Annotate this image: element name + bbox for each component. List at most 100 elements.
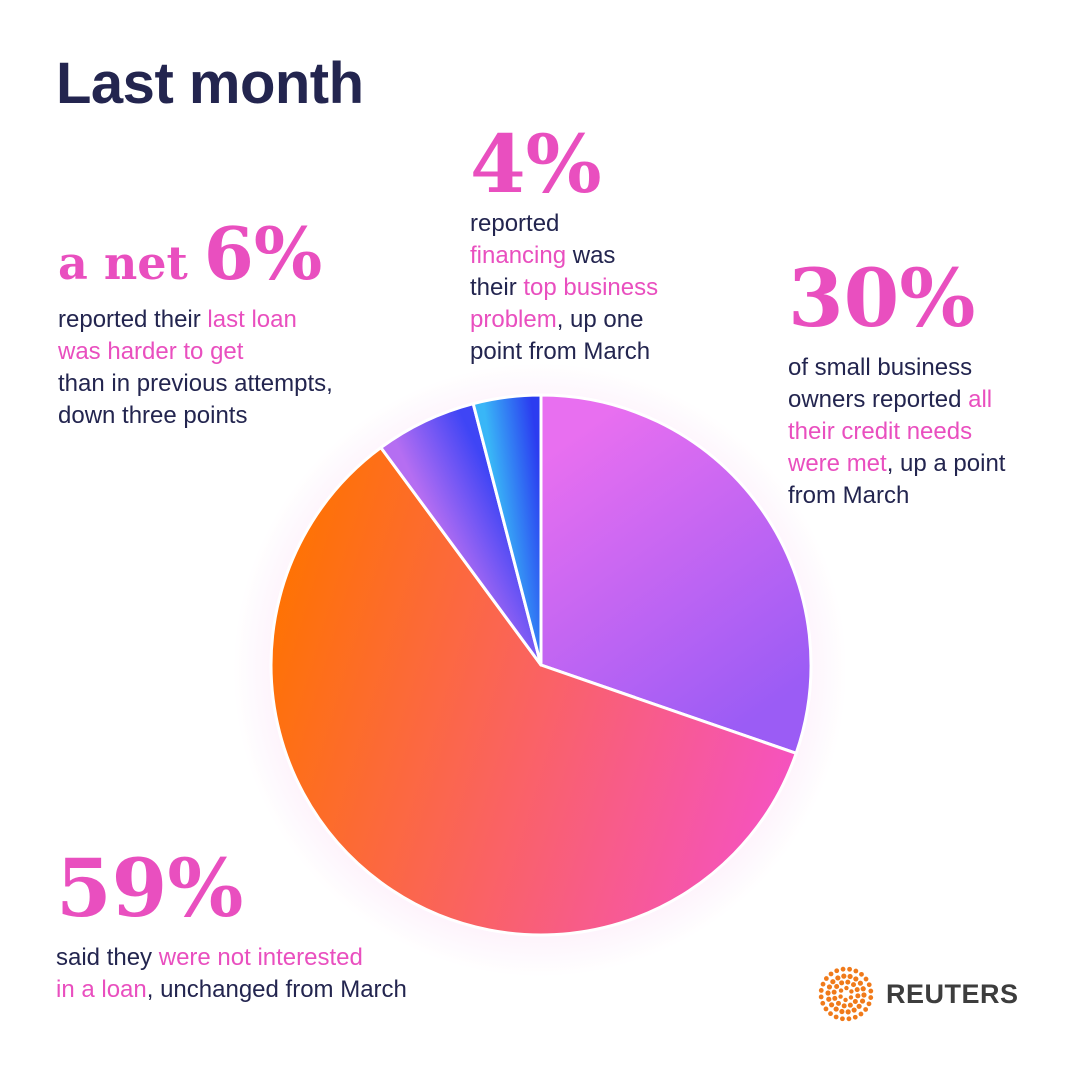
body-text: was bbox=[566, 242, 616, 269]
logo-dot bbox=[841, 973, 847, 979]
highlight-text: their credit needs bbox=[788, 418, 973, 445]
logo-dot bbox=[866, 1001, 872, 1007]
body-text: , up one bbox=[556, 306, 644, 333]
logo-dot bbox=[838, 994, 843, 999]
annotation-line: financing was bbox=[470, 240, 710, 272]
annotation-4pct: 4% reported financing was their top busine… bbox=[470, 124, 710, 368]
reuters-logo: REUTERS bbox=[818, 966, 1019, 1022]
body-text: , unchanged from March bbox=[146, 976, 407, 1003]
highlight-text: last loan bbox=[207, 306, 297, 333]
highlight-text: all bbox=[968, 386, 993, 413]
logo-dot bbox=[841, 1003, 847, 1009]
logo-dot bbox=[859, 998, 866, 1004]
annotation-line: their credit needs bbox=[788, 416, 1058, 448]
annotation-line: of small business bbox=[788, 352, 1058, 384]
logo-dot bbox=[839, 980, 845, 986]
body-text: their bbox=[470, 274, 524, 301]
logo-dot bbox=[830, 979, 836, 985]
logo-dot bbox=[820, 981, 826, 987]
annotation-line: than in previous attempts, bbox=[58, 368, 418, 400]
logo-dot bbox=[834, 983, 840, 989]
logo-dot bbox=[833, 1014, 839, 1020]
annotation-line: down three points bbox=[58, 400, 418, 432]
annotation-line: were met, up a point bbox=[788, 448, 1058, 480]
body-text: said they bbox=[56, 944, 159, 971]
logo-dot bbox=[848, 995, 854, 1000]
logo-dot bbox=[855, 993, 861, 999]
logo-dot bbox=[840, 1016, 845, 1022]
logo-dot bbox=[835, 975, 841, 981]
annotation-line: owners reported all bbox=[788, 384, 1058, 416]
body-text: down three points bbox=[58, 402, 248, 429]
logo-dot bbox=[832, 995, 838, 1001]
pie-slice-59pct bbox=[269, 446, 798, 937]
logo-dot bbox=[853, 976, 859, 982]
annotation-line: from March bbox=[788, 480, 1058, 512]
logo-dot bbox=[847, 1002, 853, 1008]
annotation-line: point from March bbox=[470, 336, 710, 368]
annotation-line: in a loan, unchanged from March bbox=[56, 974, 496, 1006]
logo-dot bbox=[858, 1011, 864, 1017]
logo-dot bbox=[825, 990, 831, 996]
logo-dot bbox=[828, 1002, 835, 1008]
logo-dot bbox=[823, 1006, 829, 1012]
highlight-text: in a loan bbox=[56, 976, 147, 1003]
logo-dot bbox=[868, 995, 874, 1000]
annotation-net6: a net 6% reported their last loan was har… bbox=[58, 218, 418, 432]
annotation-net6-pct: 6% bbox=[203, 211, 323, 296]
logo-dot bbox=[847, 966, 852, 972]
annotation-line: reported bbox=[470, 208, 710, 240]
logo-dot bbox=[856, 1003, 862, 1009]
logo-dot bbox=[845, 1009, 851, 1015]
annotation-net6-text: reported their last loan was harder to ge… bbox=[58, 304, 418, 432]
annotation-net6-prefix: a net bbox=[58, 236, 204, 290]
highlight-text: was harder to get bbox=[58, 338, 244, 365]
annotation-line: reported their last loan bbox=[58, 304, 418, 336]
logo-dot bbox=[828, 971, 834, 977]
annotation-59pct-value: 59% bbox=[56, 841, 244, 935]
logo-dot bbox=[851, 1007, 857, 1013]
pie-slice-30pct bbox=[539, 393, 813, 755]
logo-dot bbox=[854, 987, 860, 993]
logo-dot bbox=[818, 988, 824, 993]
body-text: owners reported bbox=[788, 386, 969, 413]
body-text: reported bbox=[470, 210, 560, 237]
body-text: from March bbox=[788, 482, 910, 509]
logo-dot bbox=[851, 982, 857, 988]
annotation-30pct-value: 30% bbox=[788, 251, 976, 345]
logo-dot bbox=[818, 994, 824, 1000]
highlight-text: problem bbox=[470, 306, 557, 333]
annotation-59pct-text: said they were not interested in a loan, … bbox=[56, 942, 496, 1006]
logo-dot bbox=[852, 999, 858, 1005]
logo-dot bbox=[861, 992, 867, 998]
logo-dot bbox=[835, 1000, 841, 1006]
logo-dot bbox=[863, 1007, 869, 1012]
annotation-30pct-text: of small business owners reported all thei… bbox=[788, 352, 1058, 512]
reuters-logo-text: REUTERS bbox=[886, 978, 1019, 1009]
highlight-text: were not interested bbox=[158, 944, 363, 971]
reuters-dot-ring-icon bbox=[818, 966, 874, 1022]
annotation-4pct-text: reported financing was their top business p… bbox=[470, 208, 710, 368]
logo-dot bbox=[838, 988, 844, 993]
logo-dot bbox=[844, 985, 849, 991]
annotation-line: was harder to get bbox=[58, 336, 418, 368]
logo-dot bbox=[833, 1006, 839, 1012]
logo-dot bbox=[852, 1014, 858, 1020]
annotation-line: said they were not interested bbox=[56, 942, 496, 974]
page-title: Last month bbox=[56, 51, 364, 116]
logo-dot bbox=[826, 996, 832, 1002]
logo-dot bbox=[846, 1016, 852, 1022]
annotation-line: problem, up one bbox=[470, 304, 710, 336]
logo-dot bbox=[859, 971, 864, 977]
highlight-text: financing bbox=[470, 242, 567, 269]
logo-dot bbox=[828, 1011, 833, 1017]
logo-dot bbox=[839, 1008, 845, 1015]
highlight-text: were met bbox=[788, 450, 887, 477]
logo-dot bbox=[826, 984, 833, 990]
body-text: than in previous attempts, bbox=[58, 370, 333, 397]
highlight-text: top business bbox=[523, 274, 659, 301]
logo-dot bbox=[863, 976, 869, 982]
logo-dot bbox=[849, 989, 854, 994]
annotation-30pct: 30% of small business owners reported all… bbox=[788, 258, 1058, 512]
